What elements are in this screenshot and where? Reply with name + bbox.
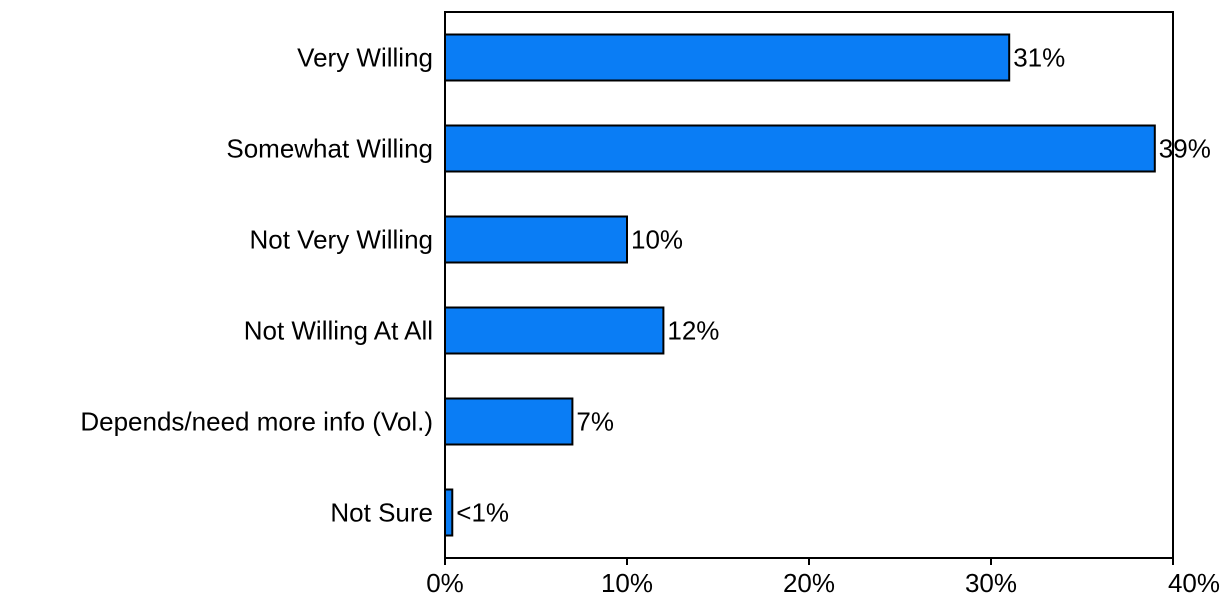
value-label: <1%	[456, 498, 509, 528]
value-label: 39%	[1159, 134, 1211, 164]
x-axis-ticks: 0% 10% 20% 30% 40%	[426, 558, 1220, 597]
x-tick-label: 0%	[426, 568, 464, 597]
category-label: Not Willing At All	[244, 316, 433, 346]
x-tick-label: 10%	[601, 568, 653, 597]
plot-area-frame	[444, 11, 1174, 559]
category-labels: Very Willing Somewhat Willing Not Very Wil…	[80, 43, 433, 528]
bar	[444, 306, 665, 355]
category-label: Not Very Willing	[250, 225, 434, 255]
x-tick-label: 40%	[1168, 568, 1220, 597]
value-label: 7%	[576, 407, 614, 437]
value-labels: 31% 39% 10% 12% 7% <1%	[456, 43, 1211, 528]
category-label: Depends/need more info (Vol.)	[80, 407, 433, 437]
bar	[444, 124, 1156, 173]
x-tick-label: 30%	[965, 568, 1017, 597]
bar	[444, 33, 1011, 82]
value-label: 12%	[667, 316, 719, 346]
bar	[444, 215, 628, 264]
category-label: Somewhat Willing	[226, 134, 433, 164]
bar	[444, 488, 454, 537]
bars-group	[444, 33, 1156, 537]
category-label: Very Willing	[297, 43, 433, 73]
bar	[444, 397, 574, 446]
value-label: 31%	[1013, 43, 1065, 73]
value-label: 10%	[631, 225, 683, 255]
category-label: Not Sure	[330, 498, 433, 528]
x-tick-label: 20%	[783, 568, 835, 597]
